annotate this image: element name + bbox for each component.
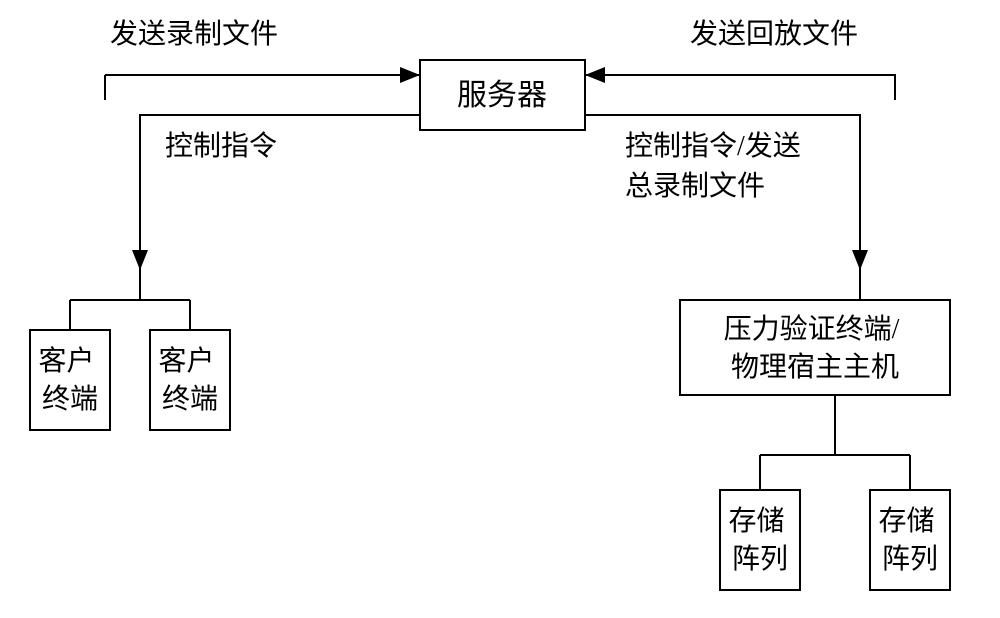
node-client1-line1: 客户 [38, 345, 94, 377]
edge-send-record-label: 发送录制文件 [110, 18, 278, 50]
node-storage1-line2: 阵列 [732, 543, 788, 575]
branch-clients [70, 270, 190, 330]
edge-ctrl-right-label1: 控制指令/发送 [625, 130, 801, 162]
node-storage1-line1: 存储 [728, 505, 784, 537]
node-stress-line2: 物理宿主主机 [731, 351, 899, 383]
node-stress: 压力验证终端/ 物理宿主主机 [680, 300, 950, 395]
node-storage2-line1: 存储 [878, 505, 934, 537]
edge-ctrl-left: 控制指令 [132, 115, 420, 270]
node-server-label: 服务器 [457, 79, 547, 112]
svg-text:压力验证终端/ 物理宿主主机: 压力验证终端/ 物理宿主主机 [724, 313, 907, 383]
node-client1-line2: 终端 [42, 383, 98, 415]
node-storage2: 存储 阵列 [870, 490, 950, 590]
svg-text:存储 阵列: 存储 阵列 [878, 505, 941, 575]
branch-storage [760, 395, 910, 490]
edge-ctrl-right-label2: 总录制文件 [625, 170, 765, 202]
svg-text:客户 终端: 客户 终端 [38, 345, 101, 415]
edge-send-replay: 发送回放文件 [585, 18, 895, 100]
node-client2-line1: 客户 [158, 345, 214, 377]
node-stress-line1: 压力验证终端/ [724, 313, 900, 345]
node-client2-line2: 终端 [162, 383, 218, 415]
edge-ctrl-left-label: 控制指令 [165, 130, 277, 162]
node-client2: 客户 终端 [150, 330, 230, 430]
svg-text:存储 阵列: 存储 阵列 [728, 505, 791, 575]
node-client1: 客户 终端 [30, 330, 110, 430]
node-storage2-line2: 阵列 [882, 543, 938, 575]
edge-send-record: 发送录制文件 [105, 18, 420, 100]
edge-ctrl-right: 控制指令/发送 总录制文件 [585, 115, 868, 270]
edge-send-replay-label: 发送回放文件 [690, 18, 858, 50]
node-storage1: 存储 阵列 [720, 490, 800, 590]
svg-text:客户 终端: 客户 终端 [158, 345, 221, 415]
node-server: 服务器 [420, 60, 585, 130]
flowchart-canvas: 服务器 客户 终端 客户 终端 压力验证终端/ 物理宿主主机 存储 阵列 存储 [0, 0, 1000, 618]
